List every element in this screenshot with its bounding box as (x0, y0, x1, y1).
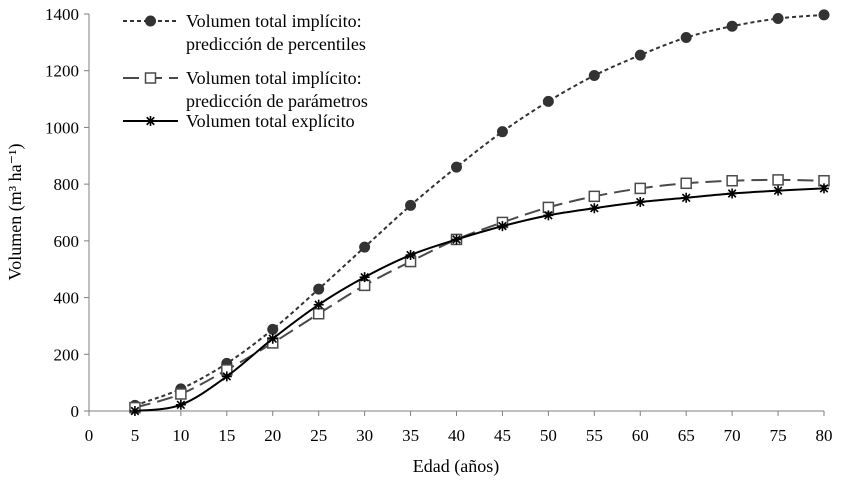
x-tick-label: 65 (678, 426, 695, 445)
circle-marker (772, 13, 784, 25)
x-tick-label: 45 (494, 426, 511, 445)
star-marker (175, 399, 186, 410)
y-tick-label: 400 (54, 289, 80, 308)
y-tick-label: 800 (54, 175, 80, 194)
star-marker (543, 210, 554, 221)
x-tick-label: 20 (264, 426, 281, 445)
star-marker (359, 272, 370, 283)
square-marker (312, 307, 325, 320)
square-marker (175, 388, 187, 400)
x-tick-label: 35 (402, 426, 419, 445)
star-marker (405, 250, 416, 261)
y-tick-label: 600 (54, 232, 80, 251)
legend-item-3: Volumen total explícito (123, 111, 355, 131)
circle-marker (634, 49, 646, 61)
square-marker (726, 174, 738, 187)
y-tick-label: 1200 (45, 62, 79, 81)
x-axis-title: Edad (años) (413, 456, 499, 477)
circle-marker (313, 283, 325, 295)
legend-item-1: Volumen total implícito: predicción de pe… (123, 11, 366, 54)
y-axis-title: Volumen (m³ ha⁻¹) (5, 144, 26, 281)
star-marker (451, 234, 462, 245)
star-marker (635, 197, 646, 208)
x-tick-label: 30 (356, 426, 373, 445)
circle-marker (726, 20, 738, 32)
star-marker (221, 371, 232, 382)
legend-label: Volumen total explícito (186, 111, 355, 131)
legend-label: Volumen total implícito: (186, 68, 362, 88)
x-ticks: 0 5 10 15 20 25 30 35 40 45 50 55 60 65 70 75 80 (85, 411, 833, 445)
x-tick-label: 70 (724, 426, 741, 445)
circle-marker (405, 199, 417, 211)
legend-star-marker (145, 116, 156, 126)
legend: Volumen total implícito: predicción de pe… (123, 11, 368, 131)
star-marker (681, 192, 692, 203)
series-1-line (134, 13, 825, 407)
x-tick-label: 15 (218, 426, 235, 445)
star-marker (819, 183, 829, 194)
circle-marker (451, 161, 462, 173)
square-marker (588, 190, 601, 203)
circle-marker (818, 9, 830, 21)
series-2-line (134, 178, 825, 409)
legend-circle-marker (145, 15, 156, 27)
star-marker (267, 333, 278, 344)
y-tick-label: 200 (54, 345, 80, 364)
circle-marker (680, 32, 692, 44)
x-tick-label: 80 (816, 426, 833, 445)
x-tick-label: 55 (586, 426, 603, 445)
square-marker (772, 174, 784, 186)
circle-marker (267, 323, 279, 335)
star-marker (129, 406, 140, 416)
y-tick-label: 1000 (45, 118, 79, 137)
legend-square-marker (144, 72, 157, 84)
x-tick-label: 50 (540, 426, 557, 445)
star-marker (589, 203, 600, 214)
series-3 (129, 183, 829, 416)
star-marker (773, 185, 784, 196)
legend-label: predicción de percentiles (186, 34, 366, 54)
y-ticks: 0 200 400 600 800 1000 1200 1400 (45, 5, 89, 421)
star-marker (727, 188, 738, 199)
x-tick-label: 0 (85, 426, 94, 445)
x-tick-label: 75 (770, 426, 787, 445)
legend-label: predicción de parámetros (186, 91, 368, 111)
x-tick-label: 60 (632, 426, 649, 445)
y-tick-label: 0 (71, 402, 80, 421)
x-tick-label: 5 (131, 426, 140, 445)
series-3-line (134, 187, 825, 412)
x-tick-label: 25 (310, 426, 327, 445)
star-marker (497, 221, 508, 232)
circle-marker (542, 95, 554, 107)
y-tick-label: 1400 (45, 5, 79, 24)
series-2 (129, 174, 830, 414)
star-marker (313, 299, 324, 310)
square-marker (634, 182, 646, 195)
circle-marker (588, 70, 600, 82)
x-tick-label: 40 (448, 426, 465, 445)
legend-item-2: Volumen total implícito: predicción de pa… (123, 68, 368, 111)
series-group (129, 9, 830, 416)
x-tick-label: 10 (172, 426, 189, 445)
legend-label: Volumen total implícito: (186, 11, 362, 31)
circle-marker (496, 126, 508, 138)
square-marker (680, 177, 692, 190)
circle-marker (359, 241, 371, 253)
